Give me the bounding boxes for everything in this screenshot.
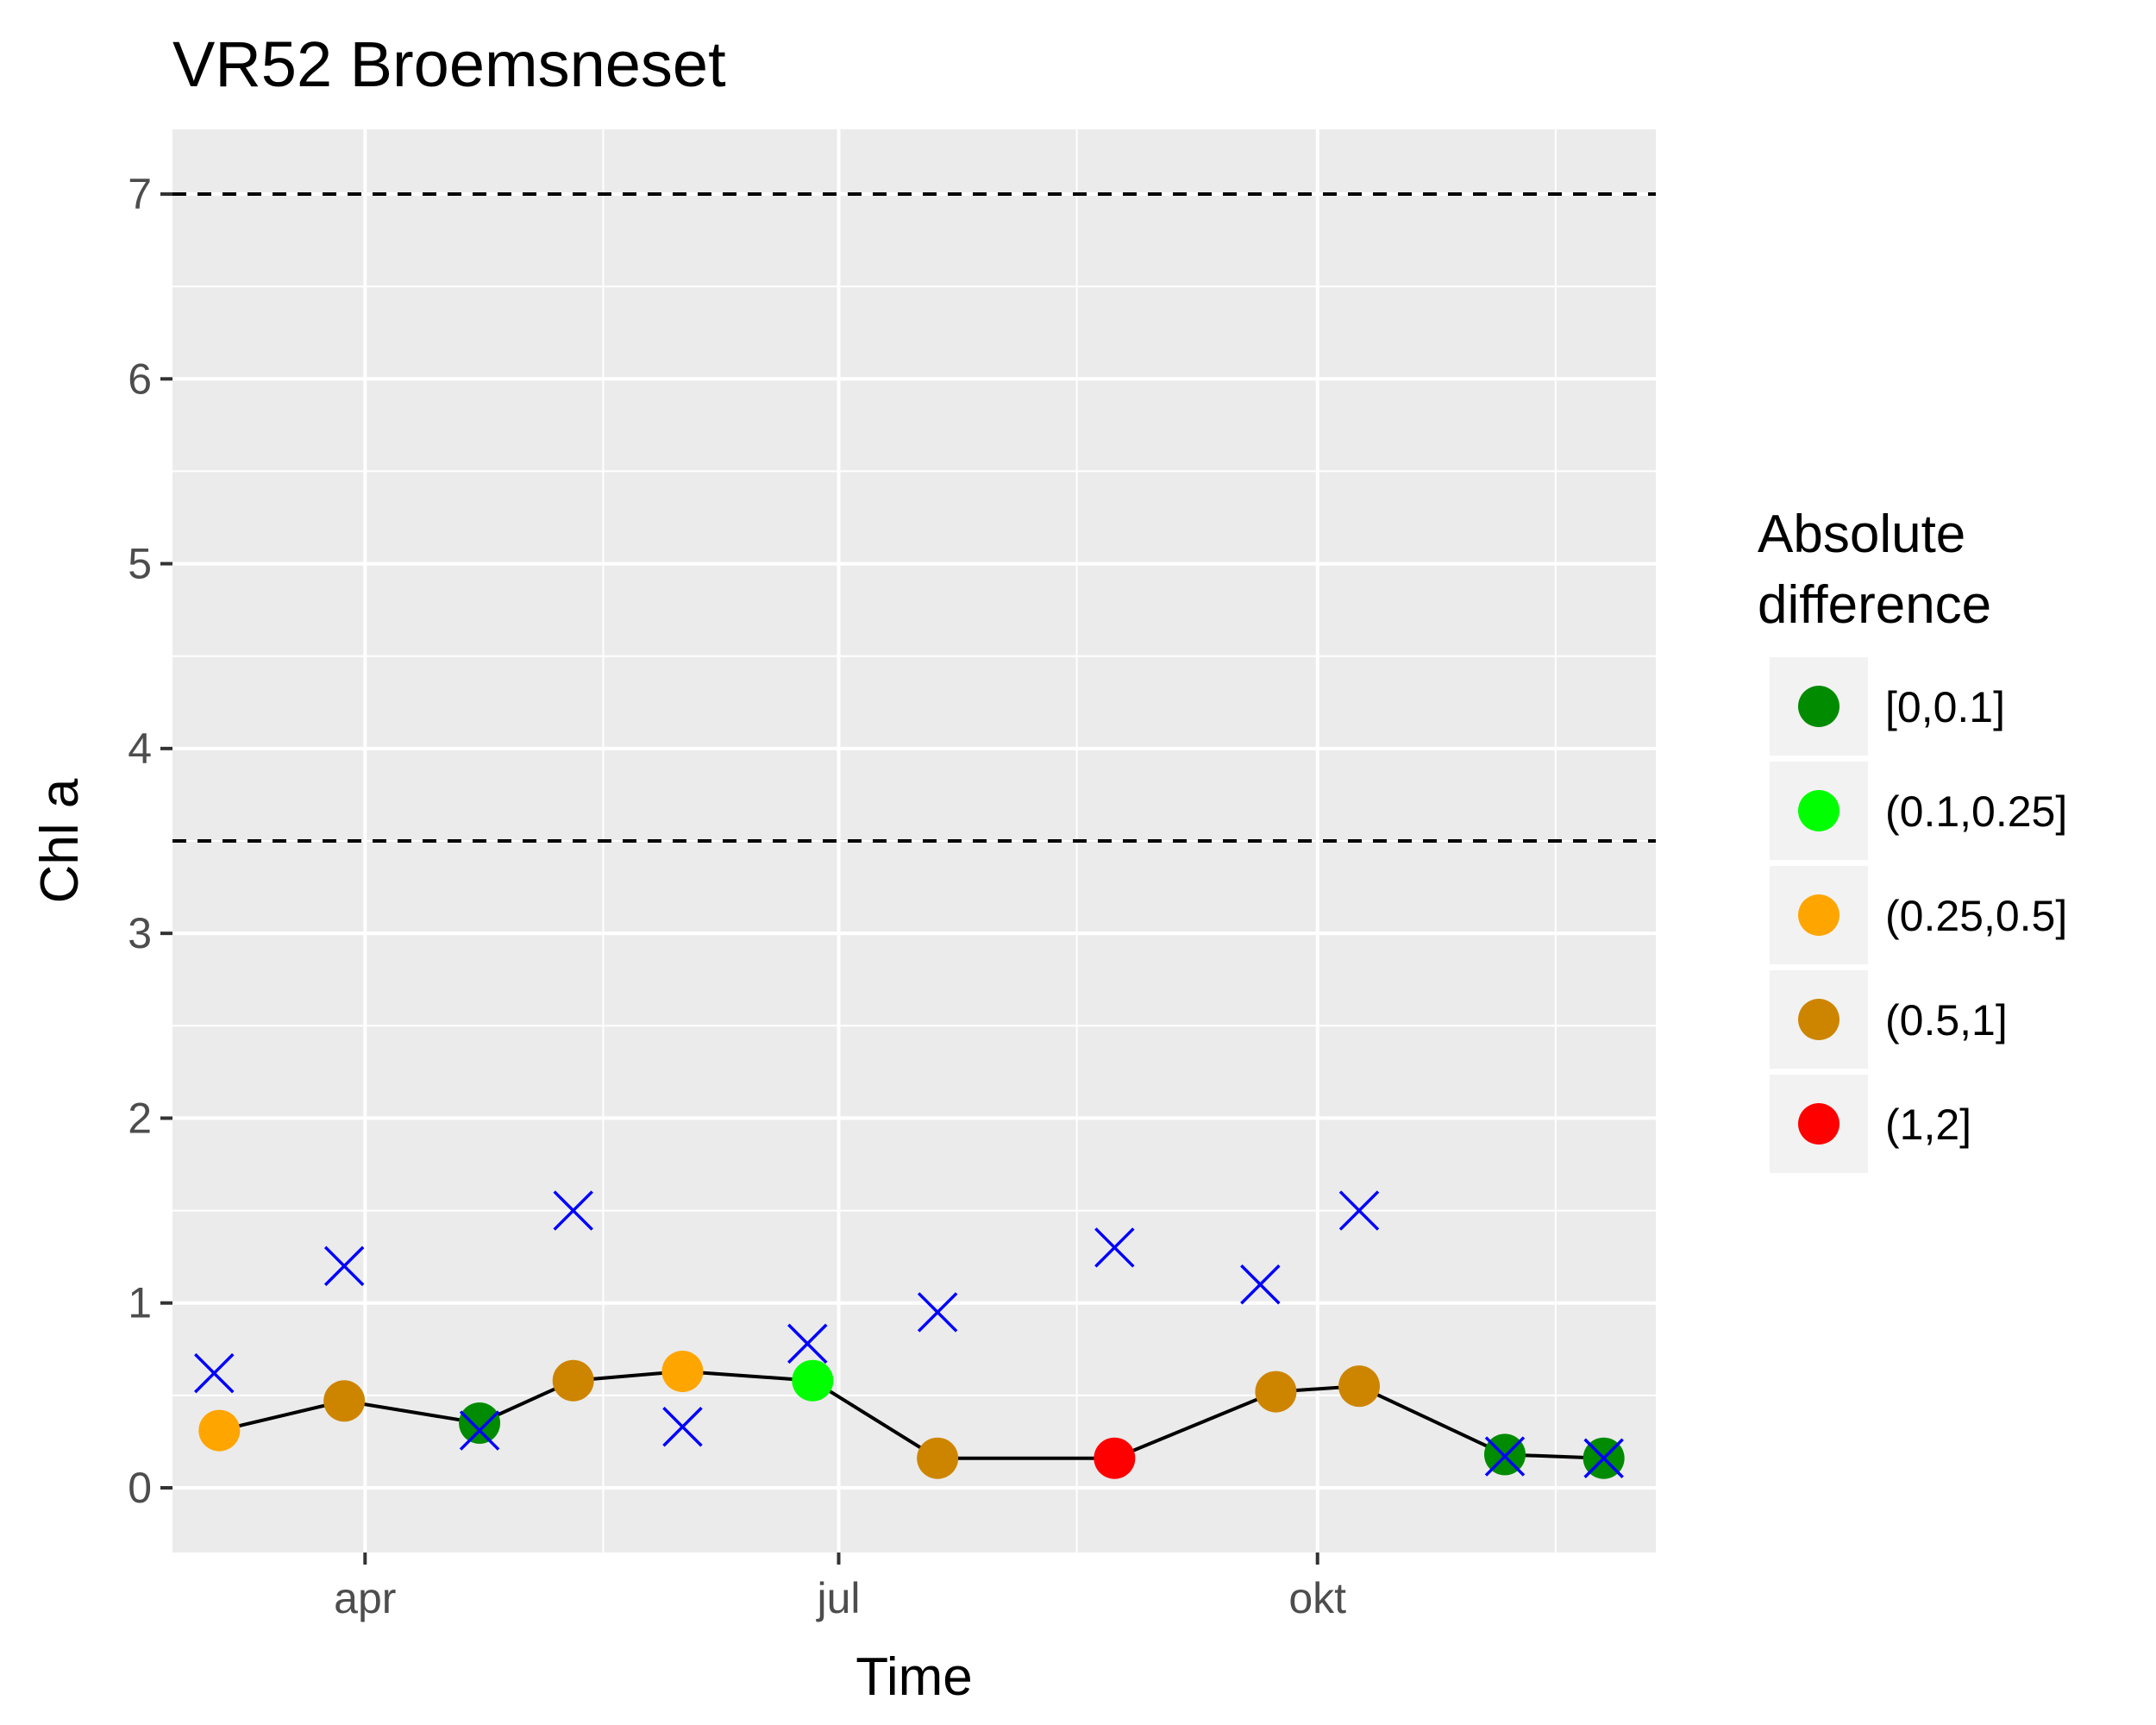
reference-marker-stroke xyxy=(1338,1190,1380,1231)
x-tick-label: okt xyxy=(1288,1574,1346,1622)
reference-marker-stroke xyxy=(459,1410,500,1451)
legend-title-line-1: Absolute xyxy=(1758,505,1965,564)
reference-marker-stroke xyxy=(787,1323,828,1364)
reference-marker xyxy=(662,1407,703,1447)
reference-marker-stroke xyxy=(917,1292,958,1333)
reference-marker-stroke xyxy=(662,1407,703,1447)
reference-marker xyxy=(1240,1264,1281,1305)
data-point xyxy=(323,1380,366,1422)
data-line xyxy=(218,1369,1604,1460)
reference-marker-stroke xyxy=(1094,1227,1135,1268)
reference-marker xyxy=(917,1292,958,1333)
reference-marker-stroke xyxy=(1484,1436,1526,1477)
reference-marker-stroke xyxy=(1583,1438,1624,1478)
legend-label: (0.5,1] xyxy=(1885,996,2008,1044)
y-tick-label: 6 xyxy=(128,354,152,403)
reference-marker xyxy=(1338,1190,1380,1231)
reference-marker xyxy=(323,1245,365,1287)
grid-major xyxy=(172,129,1656,1552)
legend: Absolute difference [0,0.1] (0.1,0.25] (0.… xyxy=(1758,505,2067,1173)
data-point xyxy=(661,1351,704,1392)
legend-swatch xyxy=(1798,686,1839,727)
y-tick-label: 2 xyxy=(128,1094,152,1142)
data-point xyxy=(1094,1437,1136,1479)
reference-marker xyxy=(1484,1436,1526,1477)
data-point xyxy=(459,1402,501,1444)
series-line xyxy=(218,1369,1604,1460)
data-point xyxy=(1338,1365,1380,1408)
reference-marker xyxy=(553,1190,593,1231)
legend-swatch xyxy=(1798,1103,1839,1145)
data-point xyxy=(1255,1371,1297,1413)
reference-markers xyxy=(194,1190,1624,1478)
reference-marker-stroke xyxy=(323,1245,365,1287)
threshold-lines xyxy=(172,192,1656,843)
y-tick-label: 0 xyxy=(128,1464,152,1512)
reference-marker-stroke xyxy=(553,1190,593,1231)
legend-label: (0.25,0.5] xyxy=(1885,892,2067,940)
legend-swatch xyxy=(1798,894,1839,936)
x-tick-label: jul xyxy=(815,1574,860,1622)
reference-marker-stroke xyxy=(1240,1264,1281,1305)
legend-swatch xyxy=(1798,790,1839,831)
x-axis: apr jul okt xyxy=(334,1552,1346,1622)
y-axis-title: Chl a xyxy=(30,778,90,903)
legend-title-line-2: difference xyxy=(1758,575,1991,635)
data-point xyxy=(917,1437,959,1479)
data-point xyxy=(552,1359,594,1402)
chart-title: VR52 Broemsneset xyxy=(172,28,726,100)
x-axis-title: Time xyxy=(856,1647,972,1707)
legend-label: [0,0.1] xyxy=(1885,683,2005,731)
x-tick-label: apr xyxy=(334,1574,396,1622)
reference-marker xyxy=(459,1410,500,1451)
y-tick-label: 7 xyxy=(128,170,152,218)
reference-marker xyxy=(787,1323,828,1364)
y-tick-label: 3 xyxy=(128,909,152,957)
data-point xyxy=(198,1409,241,1452)
y-axis: 0 1 2 3 4 5 6 7 xyxy=(128,170,172,1512)
y-tick-label: 1 xyxy=(128,1279,152,1327)
reference-marker xyxy=(194,1352,235,1394)
data-point xyxy=(792,1359,834,1402)
reference-marker-stroke xyxy=(194,1352,235,1394)
reference-marker xyxy=(1094,1227,1135,1268)
legend-swatch xyxy=(1798,999,1839,1040)
legend-entries: [0,0.1] (0.1,0.25] (0.25,0.5] (0.5,1] (1,2] xyxy=(1770,657,2067,1173)
reference-marker xyxy=(1583,1438,1624,1478)
legend-label: (1,2] xyxy=(1885,1101,1971,1149)
y-tick-label: 5 xyxy=(128,540,152,588)
y-tick-label: 4 xyxy=(128,724,152,773)
legend-label: (0.1,0.25] xyxy=(1885,787,2067,836)
